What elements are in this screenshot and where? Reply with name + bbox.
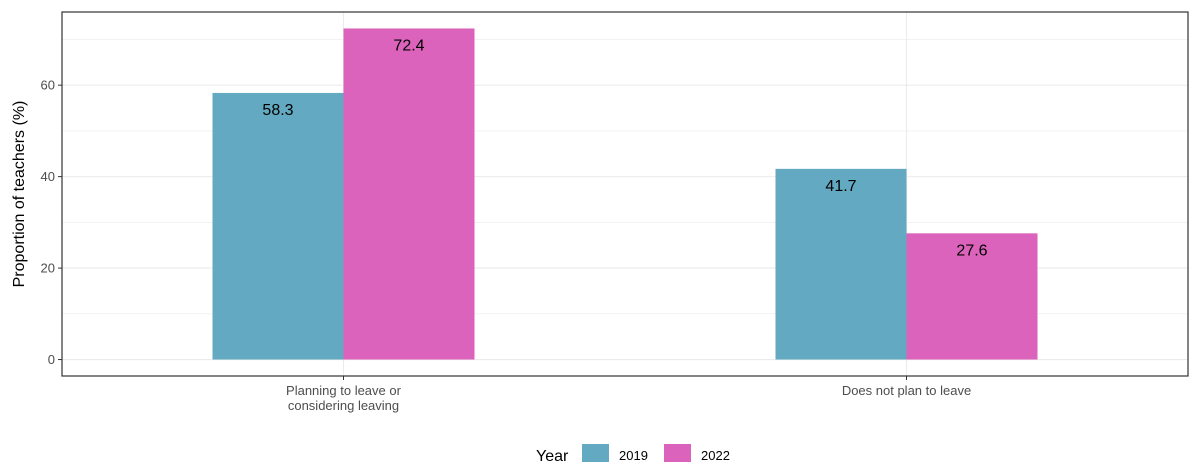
y-tick-label: 60 bbox=[41, 78, 55, 93]
legend-label: 2019 bbox=[619, 448, 648, 463]
y-tick-label: 20 bbox=[41, 261, 55, 276]
x-tick-label: Does not plan to leave bbox=[842, 383, 971, 398]
bar-2019-1 bbox=[775, 168, 907, 360]
bar-labels: 58.3 41.7 72.4 27.6 bbox=[262, 37, 987, 259]
x-tick-label-line: considering leaving bbox=[288, 398, 399, 413]
y-tick-label: 0 bbox=[48, 352, 55, 367]
plot-border bbox=[61, 11, 1189, 377]
bars bbox=[212, 28, 1038, 360]
y-axis-title: Proportion of teachers (%) bbox=[11, 101, 28, 288]
bar-value-label: 27.6 bbox=[956, 242, 987, 259]
x-tick-label: Planning to leave or considering leaving bbox=[286, 383, 402, 413]
bar-2022-1 bbox=[906, 233, 1038, 360]
legend-swatch-2019 bbox=[582, 444, 609, 462]
legend-title: Year bbox=[536, 448, 569, 464]
legend-swatch-2022 bbox=[664, 444, 691, 462]
bar-2019-0 bbox=[212, 92, 344, 360]
y-tick-label: 40 bbox=[41, 169, 55, 184]
legend: Year 2019 2022 bbox=[536, 444, 730, 464]
y-axis: 0 20 40 60 bbox=[41, 78, 62, 367]
bar-value-label: 72.4 bbox=[393, 37, 424, 54]
x-tick-label-line: Does not plan to leave bbox=[842, 383, 971, 398]
legend-label: 2022 bbox=[701, 448, 730, 463]
bar-value-label: 58.3 bbox=[262, 102, 293, 119]
bar-2022-0 bbox=[343, 28, 475, 360]
x-tick-label-line: Planning to leave or bbox=[286, 383, 402, 398]
bar-value-label: 41.7 bbox=[825, 178, 856, 195]
x-axis: Planning to leave or considering leaving D… bbox=[286, 376, 971, 413]
